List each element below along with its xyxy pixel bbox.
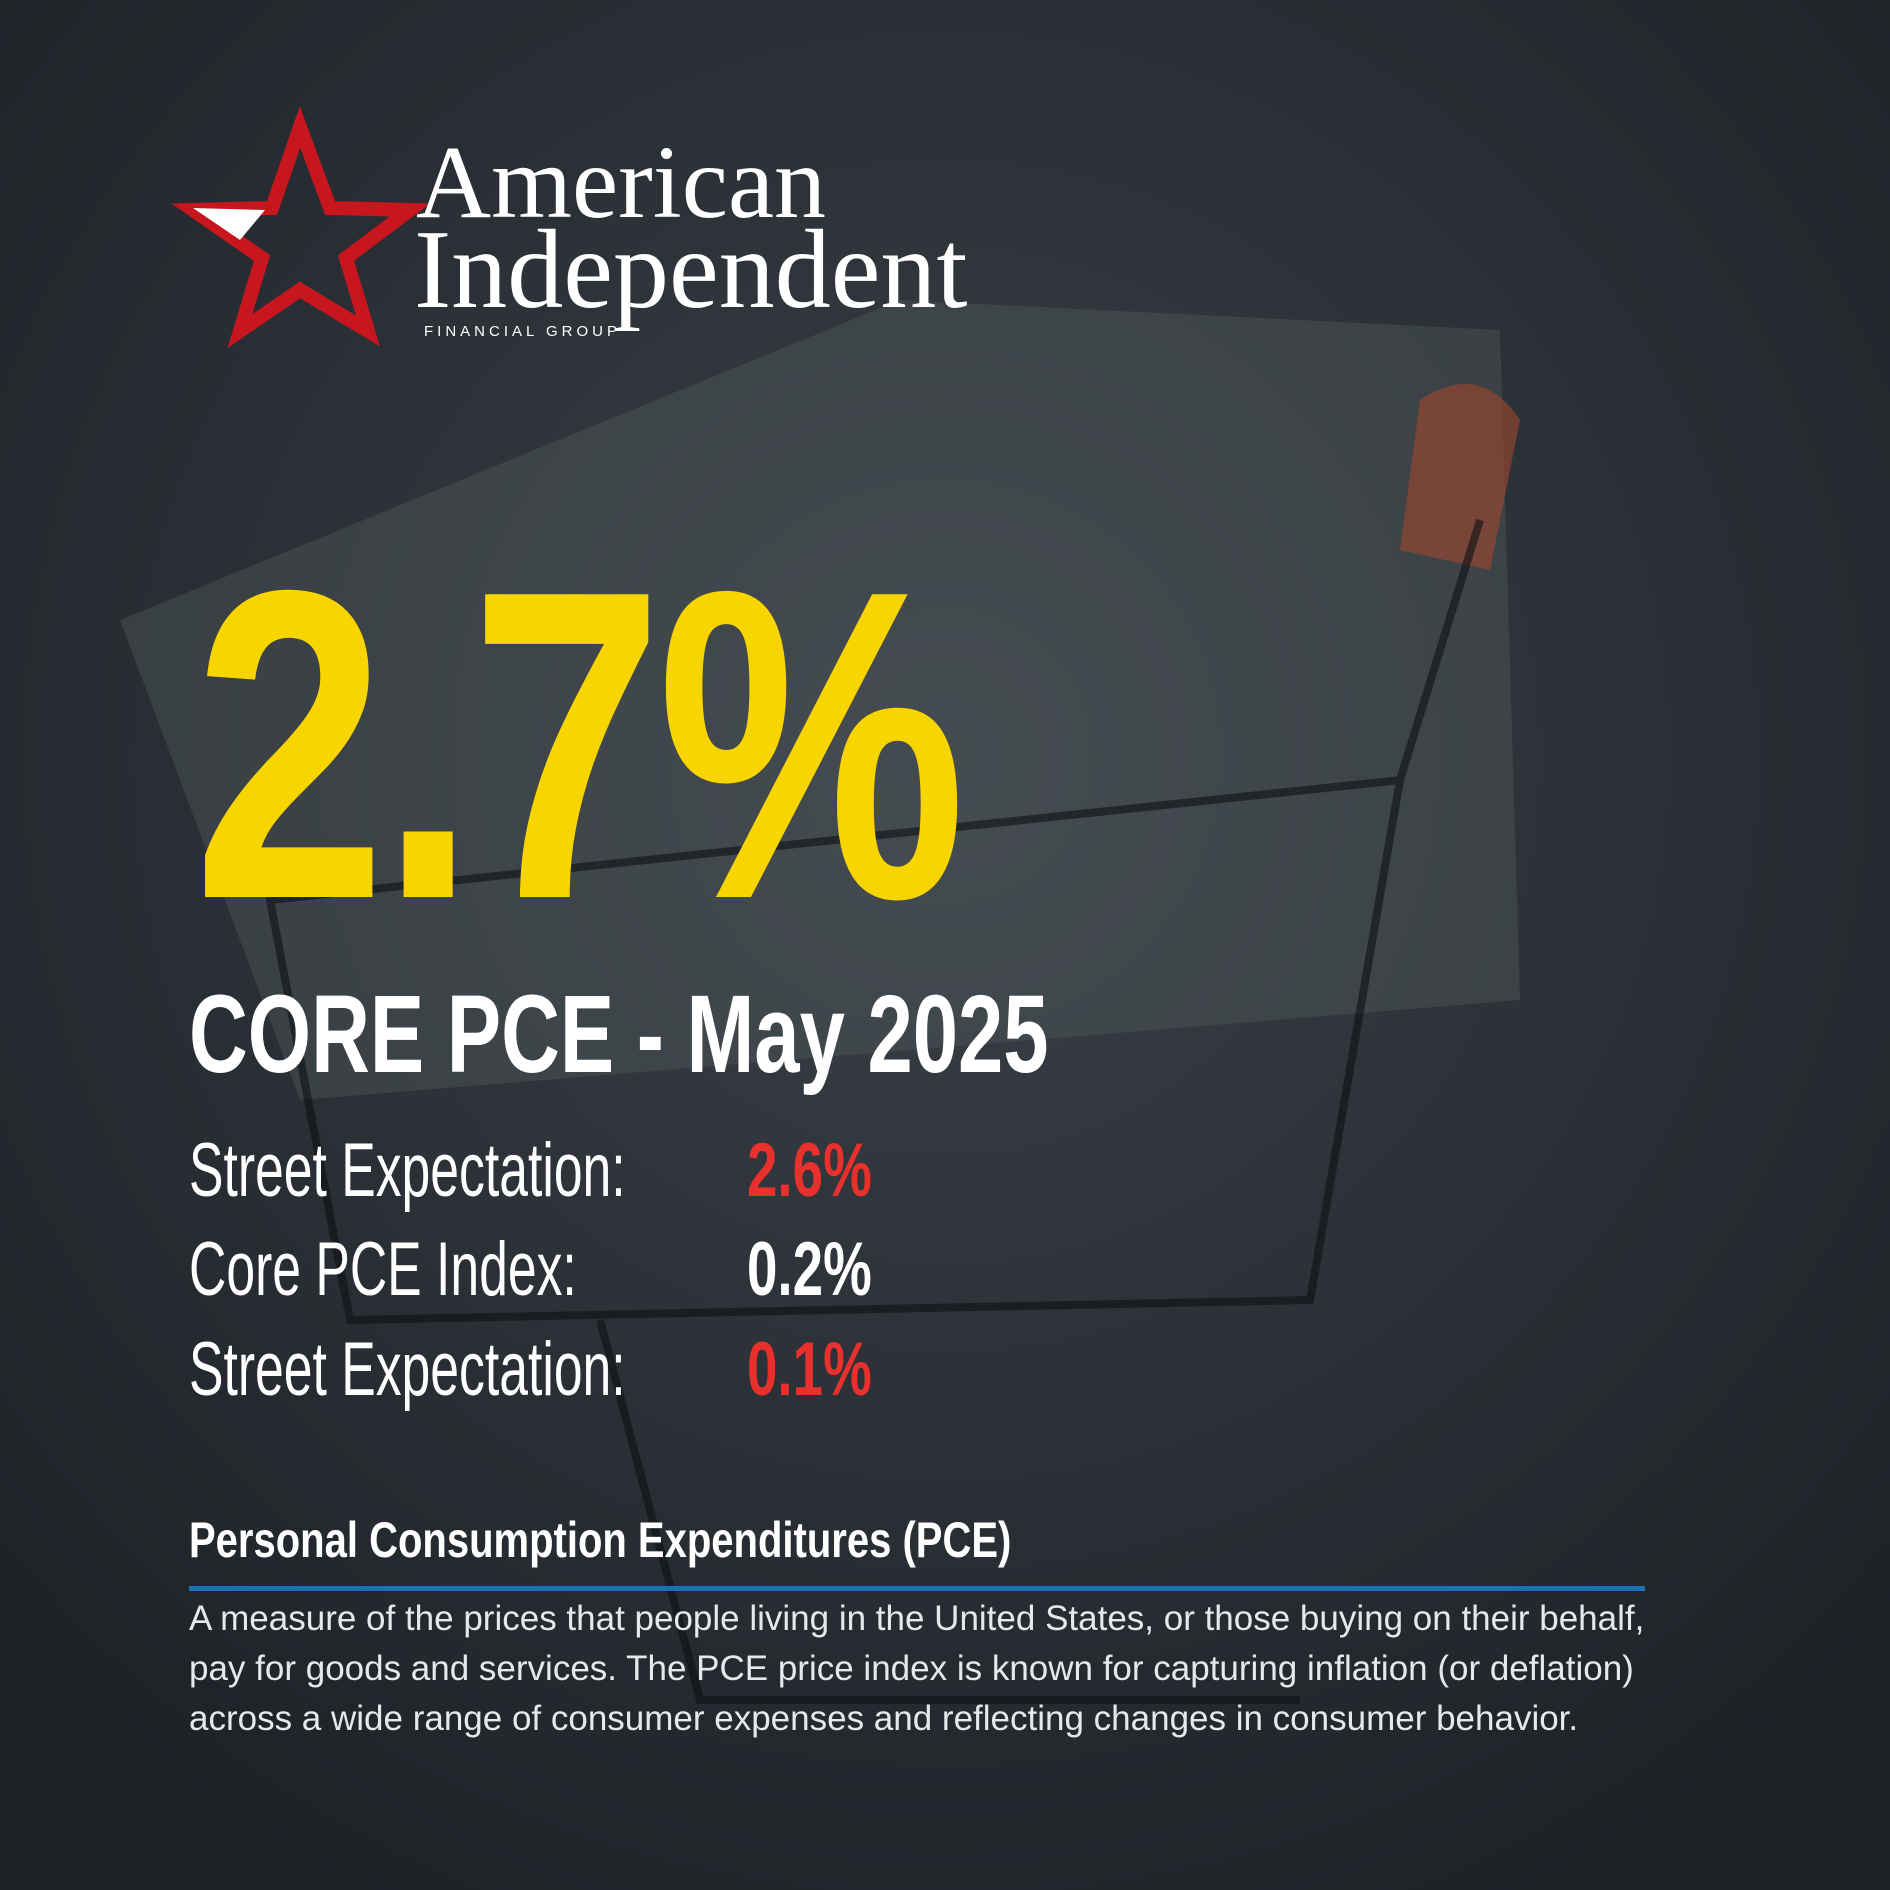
row-value: 0.2% bbox=[747, 1227, 872, 1312]
row-value: 0.1% bbox=[747, 1327, 872, 1412]
headline-subtitle: CORE PCE - May 2025 bbox=[189, 973, 1049, 1096]
row-value: 2.6% bbox=[747, 1128, 872, 1213]
logo-line2: Independent bbox=[414, 208, 968, 332]
headline-value: 2.7% bbox=[193, 500, 966, 991]
divider bbox=[189, 1586, 1645, 1591]
logo-star bbox=[171, 106, 431, 348]
definition-body: A measure of the prices that people livi… bbox=[189, 1599, 1645, 1738]
definition-title: Personal Consumption Expenditures (PCE) bbox=[189, 1512, 1012, 1568]
logo-tagline: FINANCIAL GROUP bbox=[424, 323, 621, 340]
logo-line1: American bbox=[416, 125, 826, 240]
row-label: Street Expectation: bbox=[189, 1327, 626, 1412]
row-label: Core PCE Index: bbox=[189, 1227, 577, 1312]
row-label: Street Expectation: bbox=[189, 1128, 626, 1213]
